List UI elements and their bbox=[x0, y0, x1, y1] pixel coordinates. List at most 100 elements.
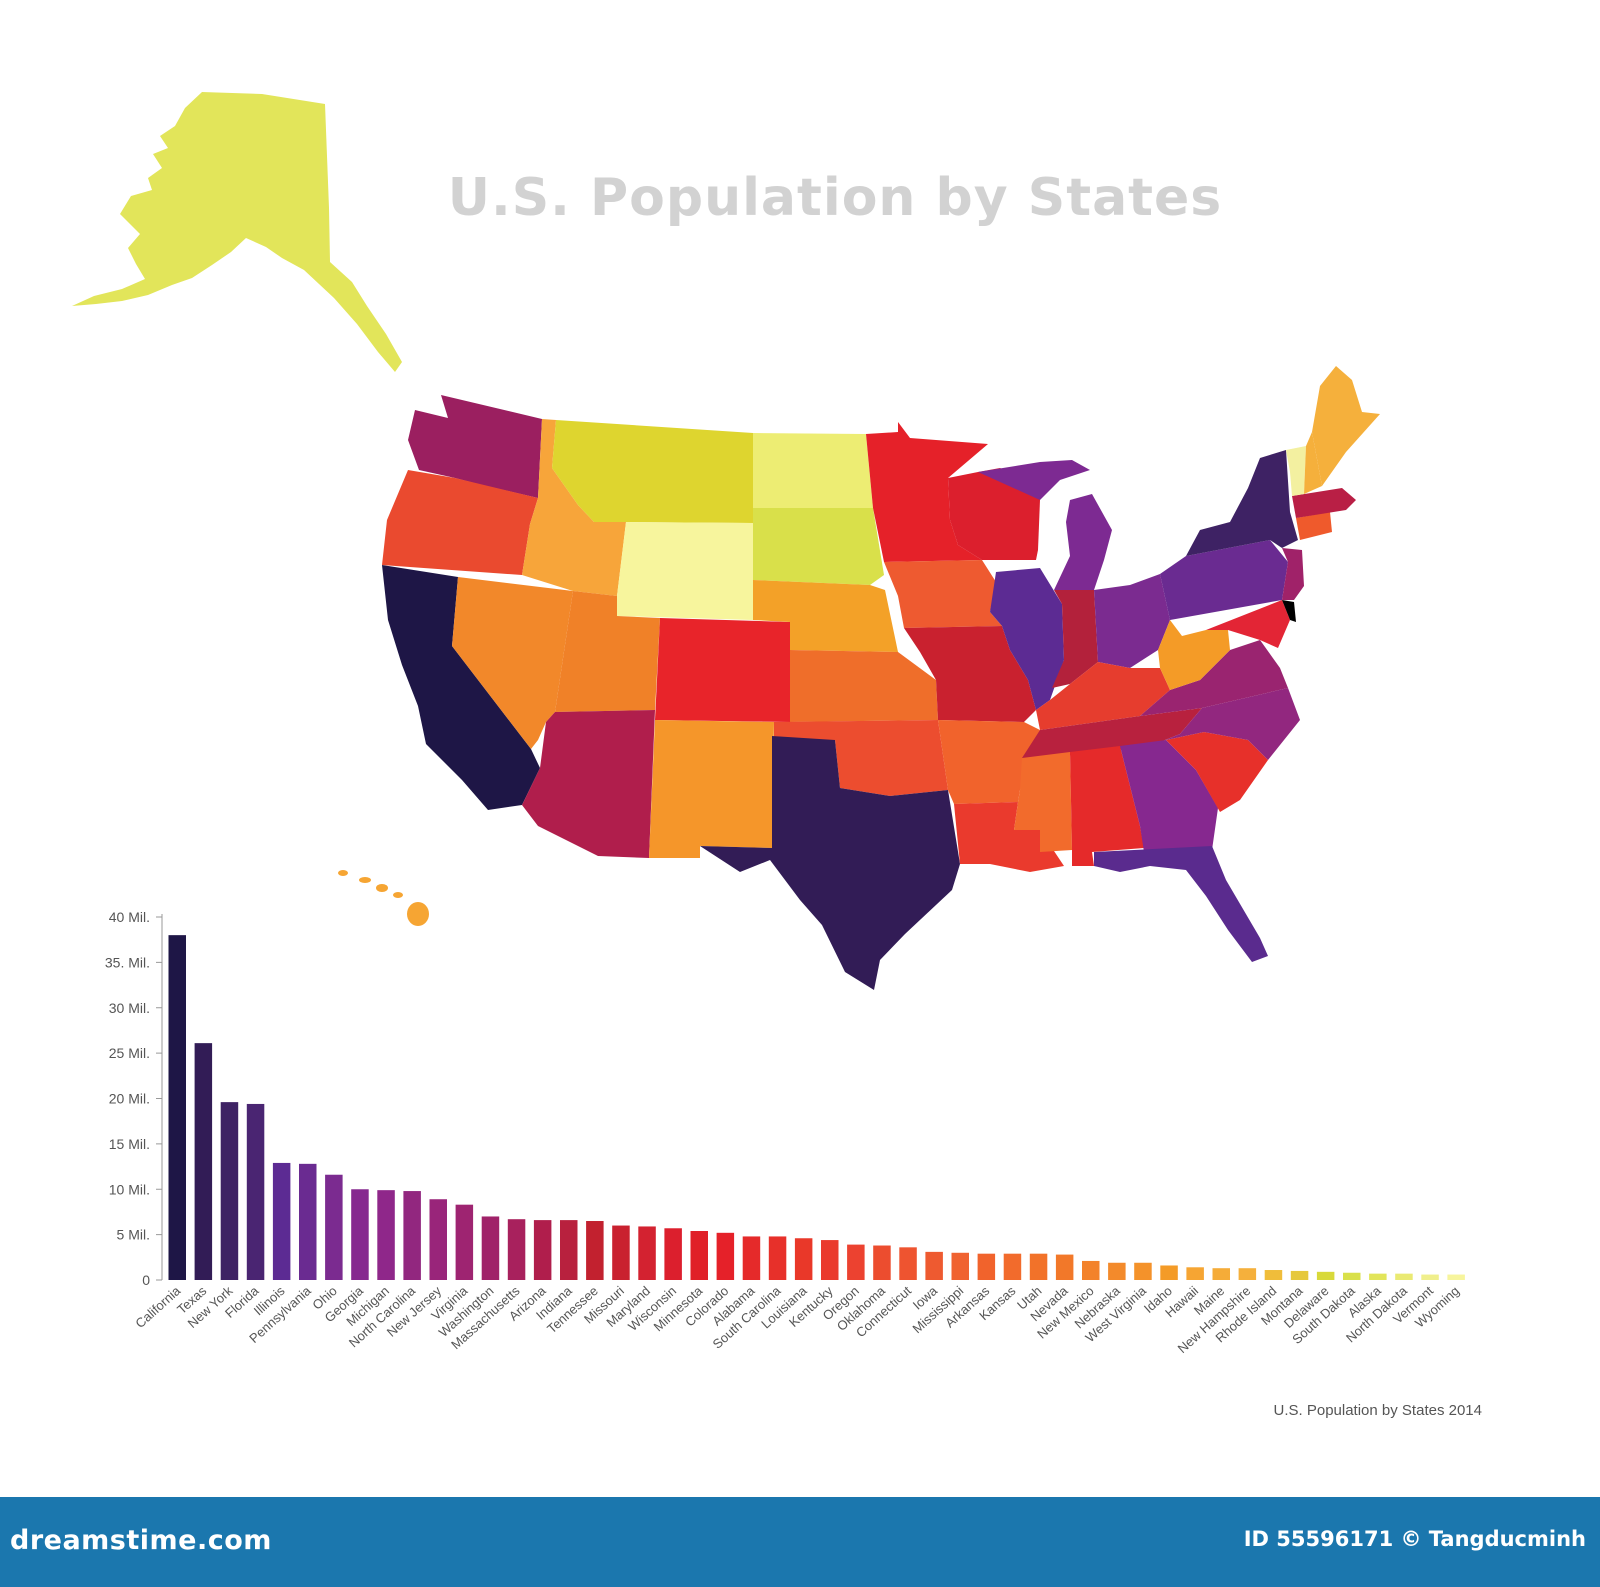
state-north-dakota bbox=[753, 433, 873, 508]
bar bbox=[351, 1189, 369, 1280]
state-new-hampshire bbox=[1304, 432, 1322, 494]
y-tick-label: 5 Mil. bbox=[117, 1227, 150, 1243]
state-hawaii bbox=[338, 870, 429, 926]
bar bbox=[194, 1043, 213, 1280]
bar bbox=[1160, 1265, 1178, 1280]
state-massachusetts bbox=[1292, 488, 1356, 518]
state-tennessee bbox=[1022, 708, 1202, 760]
bar bbox=[1055, 1254, 1074, 1280]
bar bbox=[716, 1232, 735, 1280]
state-north-carolina bbox=[1150, 688, 1300, 760]
bar bbox=[1003, 1253, 1022, 1280]
state-pennsylvania bbox=[1160, 540, 1288, 620]
bar bbox=[299, 1163, 317, 1280]
state-new-york bbox=[1186, 450, 1298, 556]
state-illinois bbox=[990, 568, 1064, 710]
bar bbox=[455, 1204, 474, 1280]
state-south-dakota bbox=[753, 508, 884, 585]
y-tick-label: 30 Mil. bbox=[109, 1000, 150, 1016]
state-colorado bbox=[655, 618, 790, 722]
state-utah bbox=[555, 591, 660, 712]
y-tick-label: 10 Mil. bbox=[109, 1181, 150, 1197]
bar bbox=[821, 1240, 839, 1280]
bar bbox=[925, 1251, 943, 1280]
state-michigan bbox=[978, 460, 1112, 590]
bar bbox=[533, 1220, 552, 1280]
state-maine bbox=[1312, 366, 1380, 486]
bar bbox=[586, 1221, 604, 1280]
bar bbox=[977, 1253, 996, 1280]
bar bbox=[1082, 1260, 1100, 1280]
state-california bbox=[382, 565, 540, 810]
state-maryland bbox=[1206, 600, 1290, 648]
chart-caption: U.S. Population by States 2014 bbox=[1273, 1402, 1482, 1419]
y-tick-label: 15 Mil. bbox=[109, 1136, 150, 1152]
state-arkansas bbox=[938, 720, 1040, 804]
state-vermont bbox=[1286, 446, 1306, 496]
state-oregon bbox=[382, 470, 538, 575]
bar bbox=[1290, 1270, 1309, 1280]
state-kentucky bbox=[1036, 662, 1170, 730]
state-washington bbox=[408, 395, 542, 498]
state-nebraska bbox=[753, 580, 898, 652]
bar bbox=[612, 1225, 630, 1280]
state-florida bbox=[1094, 846, 1268, 962]
state-west-virginia bbox=[1158, 620, 1230, 690]
bar bbox=[768, 1236, 787, 1280]
bar bbox=[325, 1174, 343, 1280]
state-iowa bbox=[884, 560, 1002, 628]
footer-id: ID 55596171 © Tangducminh bbox=[1243, 1527, 1586, 1551]
state-virginia bbox=[1140, 640, 1288, 716]
state-alabama bbox=[1070, 746, 1144, 866]
bar bbox=[690, 1230, 708, 1280]
bar bbox=[429, 1199, 447, 1280]
state-indiana bbox=[1052, 590, 1098, 688]
bar bbox=[1395, 1273, 1413, 1280]
bar bbox=[873, 1245, 891, 1280]
us-map bbox=[72, 92, 1380, 990]
bar bbox=[1186, 1267, 1204, 1280]
state-texas bbox=[700, 736, 960, 990]
state-wyoming bbox=[617, 522, 753, 620]
y-tick-label: 25 Mil. bbox=[109, 1045, 150, 1061]
bar bbox=[377, 1190, 395, 1280]
bar bbox=[899, 1247, 917, 1280]
bar-chart: 0 5 Mil. 10 Mil. 15 Mil. 20 Mil. 25 Mil. 30 Mi… bbox=[105, 909, 1465, 1357]
state-new-jersey bbox=[1282, 548, 1304, 600]
y-tick-label: 0 bbox=[142, 1272, 150, 1288]
state-kansas bbox=[790, 650, 938, 722]
bar bbox=[742, 1236, 761, 1280]
page-title: U.S. Population by States bbox=[447, 168, 1223, 228]
bar bbox=[507, 1219, 526, 1280]
bar bbox=[560, 1220, 578, 1280]
bar bbox=[1421, 1274, 1439, 1280]
bar bbox=[246, 1103, 265, 1280]
state-louisiana bbox=[954, 802, 1064, 872]
bar bbox=[168, 935, 186, 1280]
state-delaware bbox=[1282, 600, 1296, 622]
state-arizona bbox=[522, 710, 655, 858]
bar bbox=[1264, 1270, 1283, 1280]
state-wisconsin bbox=[948, 468, 1040, 560]
bar bbox=[664, 1228, 682, 1280]
state-idaho bbox=[522, 419, 626, 596]
state-montana bbox=[552, 420, 753, 523]
bar bbox=[1108, 1262, 1126, 1280]
state-mississippi bbox=[1014, 752, 1072, 852]
bar bbox=[1316, 1271, 1335, 1280]
state-ohio bbox=[1094, 574, 1170, 668]
bar bbox=[1029, 1253, 1048, 1280]
state-connecticut bbox=[1296, 512, 1332, 540]
bar bbox=[1343, 1272, 1361, 1280]
bar bbox=[272, 1162, 291, 1280]
bar bbox=[1212, 1268, 1230, 1280]
bar bbox=[1369, 1273, 1387, 1280]
y-tick-label: 35. Mil. bbox=[105, 954, 150, 970]
bar bbox=[1447, 1274, 1465, 1280]
bar bbox=[403, 1191, 421, 1280]
y-tick-label: 40 Mil. bbox=[109, 909, 150, 925]
footer-site[interactable]: dreamstime.com bbox=[10, 1525, 272, 1556]
bar bbox=[481, 1216, 500, 1280]
state-missouri bbox=[904, 626, 1036, 722]
